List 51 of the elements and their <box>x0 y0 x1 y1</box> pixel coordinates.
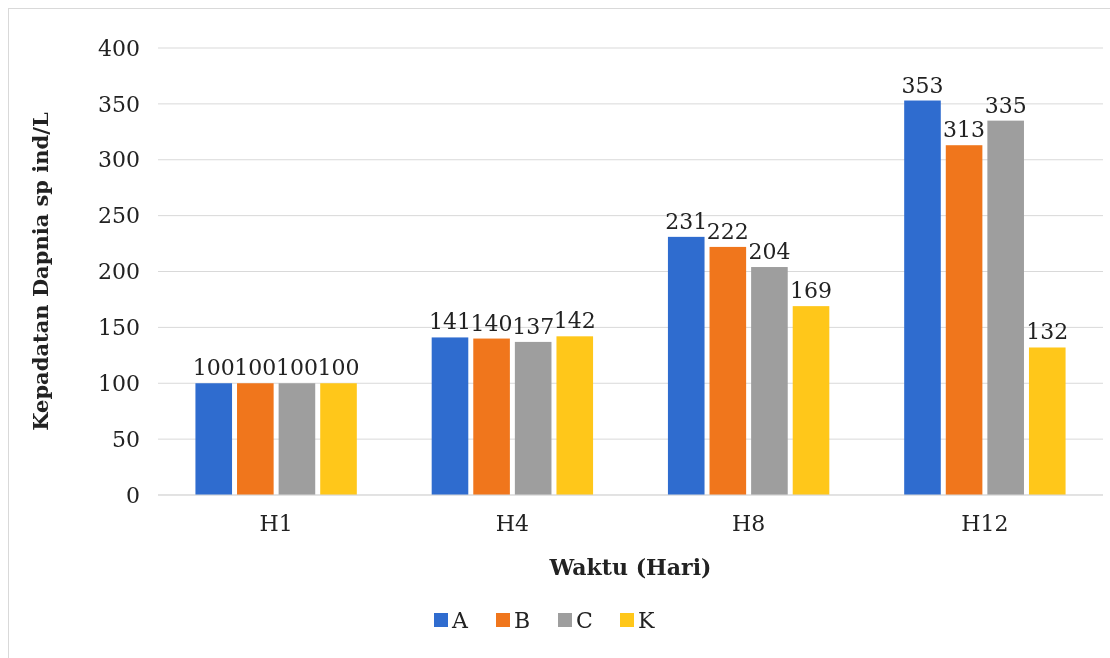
bar <box>945 145 983 495</box>
data-label: 137 <box>512 313 555 339</box>
y-tick-label: 50 <box>112 426 140 452</box>
data-label: 231 <box>665 208 708 234</box>
data-label: 100 <box>275 355 318 381</box>
bar <box>237 383 274 495</box>
y-tick-label: 250 <box>98 203 140 229</box>
x-tick-label: H4 <box>495 511 529 536</box>
y-tick-label: 200 <box>98 259 140 285</box>
data-label: 100 <box>234 355 277 381</box>
data-label: 204 <box>748 239 791 265</box>
y-tick-label: 100 <box>98 370 140 396</box>
bar <box>667 236 705 495</box>
y-axis-title: Kepadatan Dapnia sp ind/L <box>28 112 53 431</box>
legend-label: K <box>638 607 655 633</box>
bar <box>431 337 469 495</box>
data-label: 335 <box>984 92 1027 118</box>
data-label: 140 <box>470 310 513 336</box>
data-label: 313 <box>943 117 986 143</box>
bar <box>473 338 510 495</box>
y-tick-label: 400 <box>98 35 140 61</box>
bar <box>514 341 552 495</box>
bar <box>987 120 1024 495</box>
data-label: 169 <box>790 278 833 304</box>
bar <box>1028 347 1066 495</box>
bar <box>709 246 747 495</box>
data-label: 353 <box>901 72 944 98</box>
x-axis-title: Waktu (Hari) <box>548 554 712 580</box>
y-tick-label: 300 <box>98 147 140 173</box>
data-label: 132 <box>1026 319 1069 345</box>
bar <box>751 267 788 495</box>
legend-label: C <box>576 607 593 633</box>
bar <box>556 336 594 495</box>
data-label: 100 <box>192 355 235 381</box>
bar <box>195 383 233 495</box>
y-tick-label: 350 <box>98 91 140 117</box>
y-tick-label: 150 <box>98 315 140 341</box>
x-tick-label: H12 <box>961 511 1009 536</box>
bar <box>278 383 316 495</box>
legend-label: A <box>451 607 469 633</box>
bar <box>904 100 941 495</box>
data-label: 222 <box>706 218 749 244</box>
bar <box>792 306 830 495</box>
data-label: 142 <box>553 308 596 334</box>
bar <box>320 383 357 495</box>
data-label: 100 <box>317 355 360 381</box>
legend-label: B <box>514 607 531 633</box>
y-tick-label: 0 <box>126 482 140 508</box>
x-tick-label: H1 <box>259 511 293 536</box>
data-label: 141 <box>428 309 471 335</box>
x-tick-label: H8 <box>732 511 766 536</box>
